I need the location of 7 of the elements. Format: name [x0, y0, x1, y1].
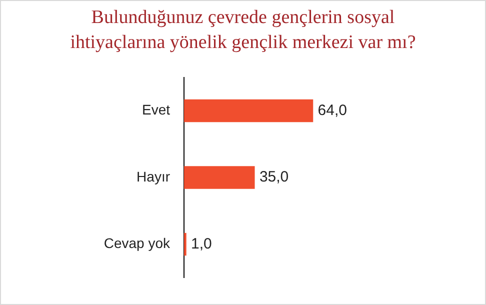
y-tick-label: Hayır — [136, 168, 170, 184]
data-label: 64,0 — [318, 102, 348, 119]
y-tick-label: Cevap yok — [104, 235, 171, 252]
chart-title: Bulunduğunuz çevrede gençlerin sosyal ihtiyaçlarına yönelik gençlik merkezi var mı? — [69, 6, 417, 55]
y-tick-label: Evet — [142, 102, 170, 118]
data-label: 1,0 — [191, 235, 212, 252]
data-label: 35,0 — [259, 168, 289, 186]
